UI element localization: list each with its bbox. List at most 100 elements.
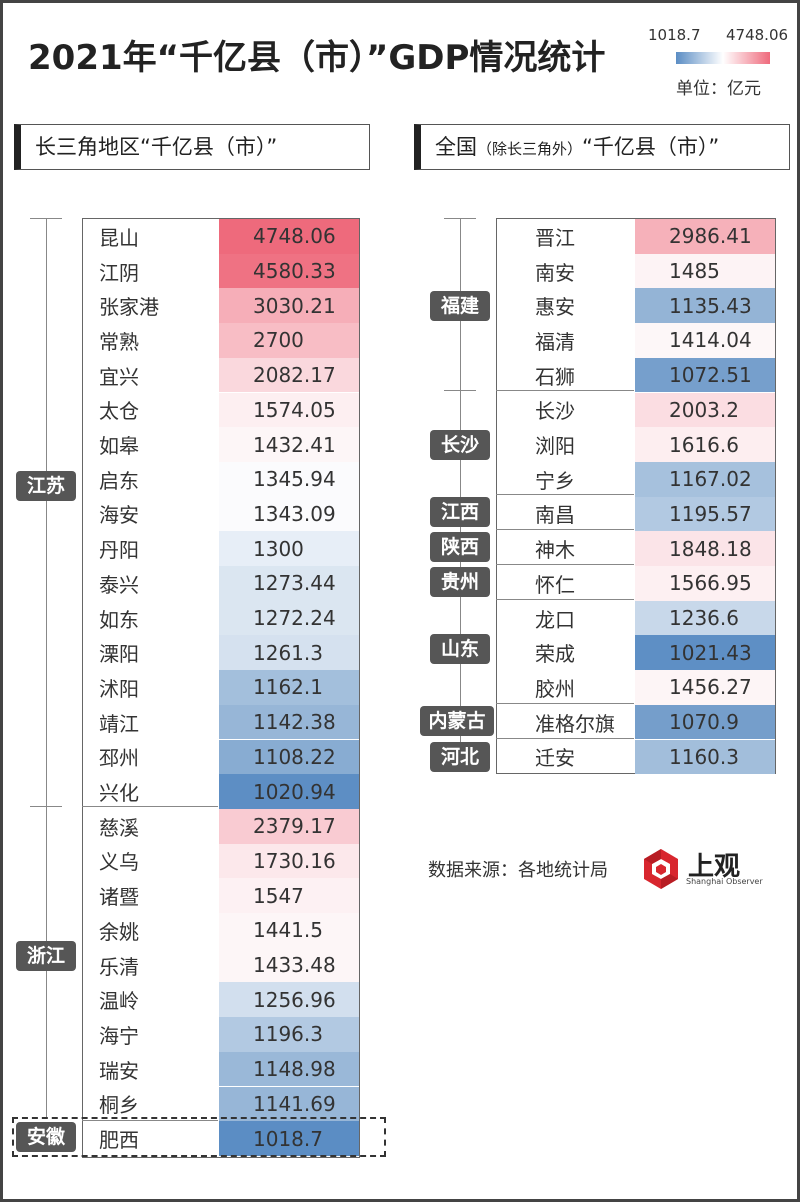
- table-row: 福清 1414.04: [497, 323, 775, 358]
- table-row: 南昌 1195.57: [497, 496, 775, 532]
- county-name: 海宁: [99, 1023, 139, 1048]
- group-separator: [496, 703, 634, 704]
- table-row: 胶州 1456.27: [497, 670, 775, 705]
- county-name: 南昌: [535, 503, 575, 528]
- gdp-value: 1343.09: [219, 496, 359, 532]
- county-name: 靖江: [99, 711, 139, 736]
- table-row: 怀仁 1566.95: [497, 566, 775, 601]
- county-name: 义乌: [99, 850, 139, 875]
- right-section-title: 全国（除长三角外）“千亿县（市）”: [414, 124, 790, 170]
- table-row: 邳州 1108.22: [83, 739, 359, 775]
- county-name: 长沙: [535, 399, 575, 424]
- page-title: 2021年“千亿县（市）”GDP情况统计: [28, 38, 606, 78]
- province-badge-shaanxi: 陕西: [430, 532, 490, 562]
- table-row: 惠安 1135.43: [497, 288, 775, 324]
- table-row: 浏阳 1616.6: [497, 427, 775, 462]
- table-row: 义乌 1730.16: [83, 843, 359, 879]
- table-row: 丹阳 1300: [83, 531, 359, 566]
- legend-min-label: 1018.7: [648, 26, 701, 44]
- gdp-value: 1108.22: [219, 739, 359, 775]
- table-row: 乐清 1433.48: [83, 947, 359, 983]
- county-name: 张家港: [99, 295, 159, 320]
- gdp-value: 1021.43: [635, 635, 775, 671]
- gdp-value: 2003.2: [635, 392, 775, 428]
- county-name: 宁乡: [535, 468, 575, 493]
- table-row: 准格尔旗 1070.9: [497, 704, 775, 740]
- county-name: 南安: [535, 260, 575, 285]
- gdp-value: 1256.96: [219, 982, 359, 1018]
- table-row: 靖江 1142.38: [83, 704, 359, 740]
- county-name: 启东: [99, 468, 139, 493]
- group-separator: [82, 806, 218, 807]
- county-name: 神木: [535, 538, 575, 563]
- province-badge-guizhou: 贵州: [430, 567, 490, 597]
- county-name: 沭阳: [99, 676, 139, 701]
- group-separator: [82, 1120, 218, 1121]
- table-row: 沭阳 1162.1: [83, 670, 359, 705]
- table-row: 温岭 1256.96: [83, 982, 359, 1018]
- table-row: 兴化 1020.94: [83, 774, 359, 809]
- county-name: 丹阳: [99, 538, 139, 563]
- county-name: 荣成: [535, 642, 575, 667]
- county-name: 桐乡: [99, 1093, 139, 1118]
- province-badge-changsha: 长沙: [430, 430, 490, 460]
- table-row: 宜兴 2082.17: [83, 357, 359, 393]
- group-separator: [496, 599, 634, 600]
- gdp-value: 1261.3: [219, 635, 359, 671]
- gdp-value: 2986.41: [635, 219, 775, 254]
- province-badge-fujian: 福建: [430, 291, 490, 321]
- county-name: 温岭: [99, 989, 139, 1014]
- right-section-title-tail: “千亿县（市）”: [582, 135, 720, 159]
- province-badge-hebei: 河北: [430, 742, 490, 772]
- legend-max-label: 4748.06: [726, 26, 789, 44]
- table-row: 宁乡 1167.02: [497, 461, 775, 497]
- gdp-value: 1070.9: [635, 704, 775, 740]
- county-name: 石狮: [535, 364, 575, 389]
- county-name: 晋江: [535, 225, 575, 250]
- group-separator: [496, 390, 634, 391]
- table-row: 石狮 1072.51: [497, 357, 775, 393]
- county-name: 迁安: [535, 746, 575, 771]
- group-separator: [496, 529, 634, 530]
- gdp-value: 1574.05: [219, 392, 359, 428]
- logo-subtitle: Shanghai Observer: [686, 877, 763, 886]
- county-name: 兴化: [99, 781, 139, 806]
- group-separator: [496, 494, 634, 495]
- left-section-title-text: 长三角地区“千亿县（市）”: [35, 135, 278, 159]
- gdp-value: 4748.06: [219, 219, 359, 254]
- gdp-value: 2082.17: [219, 357, 359, 393]
- bracket-line-jiangsu: [46, 218, 47, 806]
- county-name: 余姚: [99, 919, 139, 944]
- gdp-value: 1414.04: [635, 323, 775, 358]
- logo-text: 上观: [688, 852, 741, 882]
- right-section-title-small: （除长三角外）: [477, 140, 583, 158]
- county-name: 泰兴: [99, 572, 139, 597]
- gdp-value: 1273.44: [219, 566, 359, 601]
- gdp-value: 1432.41: [219, 427, 359, 462]
- gdp-value: 2379.17: [219, 808, 359, 844]
- county-name: 瑞安: [99, 1058, 139, 1083]
- table-row: 江阴 4580.33: [83, 253, 359, 289]
- county-name: 惠安: [535, 295, 575, 320]
- gdp-value: 1300: [219, 531, 359, 566]
- gdp-value: 1236.6: [635, 600, 775, 636]
- county-name: 海安: [99, 503, 139, 528]
- gdp-value: 1160.3: [635, 739, 775, 775]
- table-row: 迁安 1160.3: [497, 739, 775, 775]
- gdp-value: 4580.33: [219, 253, 359, 289]
- left-data-table: 昆山 4748.06 江阴 4580.33 张家港 3030.21 常熟 2700 宜兴 2082…: [82, 218, 360, 1158]
- gdp-value: 1018.7: [219, 1121, 359, 1156]
- bracket-tick: [30, 218, 62, 219]
- county-name: 乐清: [99, 954, 139, 979]
- county-name: 常熟: [99, 329, 139, 354]
- table-row: 泰兴 1273.44: [83, 566, 359, 601]
- gdp-value: 1072.51: [635, 357, 775, 393]
- table-row: 诸暨 1547: [83, 878, 359, 913]
- county-name: 如东: [99, 607, 139, 632]
- county-name: 邳州: [99, 746, 139, 771]
- table-row: 神木 1848.18: [497, 531, 775, 566]
- gdp-value: 1148.98: [219, 1051, 359, 1087]
- gdp-value: 1848.18: [635, 531, 775, 566]
- county-name: 怀仁: [535, 572, 575, 597]
- table-row: 张家港 3030.21: [83, 288, 359, 324]
